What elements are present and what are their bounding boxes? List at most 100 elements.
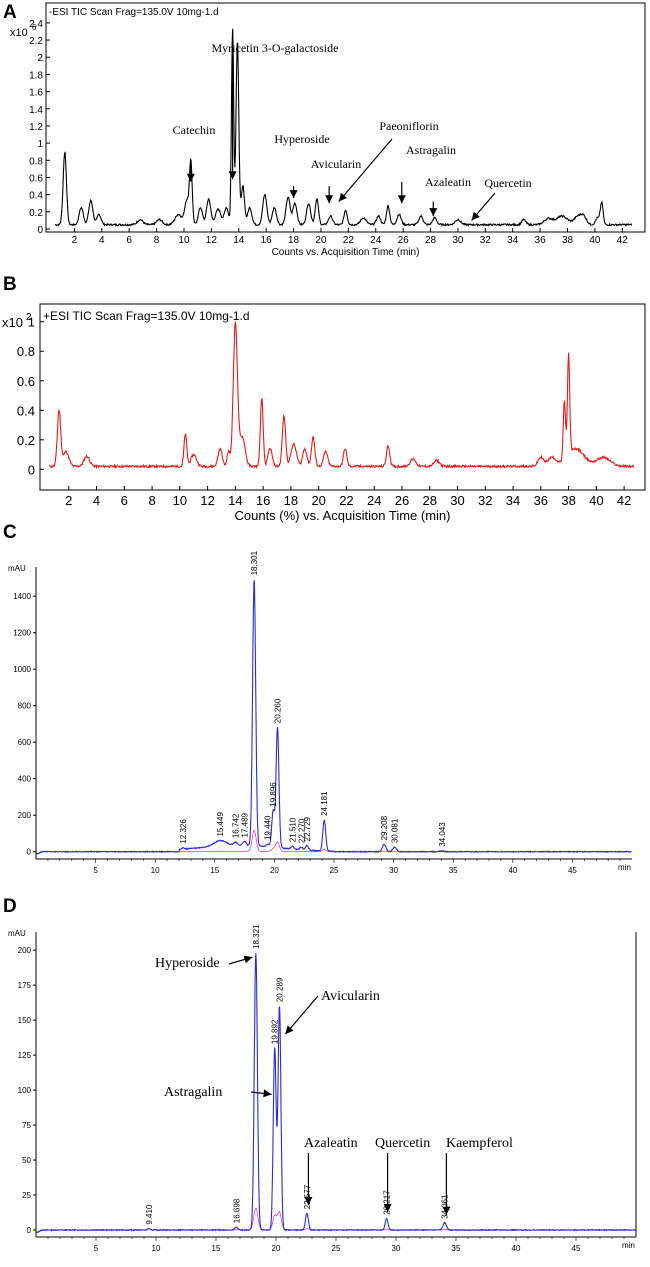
y-tick-label: 50 [22, 1156, 31, 1165]
y-tick-label: 200 [18, 811, 32, 820]
chart-d: mAU min 0 25 50 75 100 125 150 175 200 5 10 15 20 25 30 3… [8, 924, 637, 1253]
x-tick-label: 40 [589, 493, 603, 508]
y-exponent-power: 6 [32, 23, 37, 32]
peak-label: 15.449 [216, 812, 225, 837]
x-tick-label: 20 [270, 866, 279, 875]
x-tick-label: 20 [315, 235, 327, 246]
panel-d: D mAU min 0 25 50 75 100 125 150 175 200 5 10 15 20 25 3… [0, 892, 650, 1267]
annotation-label: Astragalin [164, 1085, 222, 1100]
peak-label: 18.301 [250, 550, 259, 575]
y-tick-label: 1000 [13, 665, 31, 674]
y-exponent-power: 2 [26, 312, 32, 323]
annotation-arrow-head [186, 173, 195, 182]
annotation-arrow-head [285, 1025, 294, 1035]
x-tick-label: 40 [512, 1244, 521, 1253]
plot-header: +ESI TIC Scan Frag=135.0V 10mg-1.d [43, 309, 250, 323]
x-tick-label: 35 [449, 866, 458, 875]
annotation-arrow-head [228, 171, 237, 180]
x-tick-label: 15 [212, 1244, 221, 1253]
annotation-label: Kaempferol [446, 1136, 513, 1151]
x-tick-label: 12 [200, 493, 214, 508]
annotation-arrow-head [325, 195, 334, 204]
y-exponent: x10 [2, 315, 23, 330]
y-tick-label: 0.8 [29, 156, 43, 167]
x-tick-label: 6 [126, 235, 132, 246]
y-tick-label: 600 [18, 738, 32, 747]
plot-header: -ESI TIC Scan Frag=135.0V 10mg-1.d [49, 7, 219, 18]
x-tick-label: 32 [480, 235, 492, 246]
x-tick-label: 2 [72, 235, 78, 246]
y-tick-label: 175 [18, 981, 32, 990]
peak-label: 16.698 [232, 1198, 241, 1223]
y-tick-label: 1.2 [29, 122, 43, 133]
x-tick-label: 14 [233, 235, 245, 246]
y-tick-label: 1 [28, 315, 35, 330]
y-tick-label: 0.4 [17, 403, 35, 418]
annotation-label: Hyperoside [155, 956, 220, 971]
x-tick-label: 4 [99, 235, 105, 246]
x-tick-label: 42 [617, 235, 629, 246]
x-tick-label: 22 [343, 235, 355, 246]
annotation-label: Hyperoside [274, 132, 329, 146]
y-tick-label: 2.2 [29, 36, 43, 47]
x-tick-label: 30 [389, 866, 398, 875]
y-tick-label: 1200 [13, 629, 31, 638]
annotation-arrow-line [284, 995, 319, 1035]
series-trace-tic [48, 321, 635, 470]
x-tick-label: 30 [452, 235, 464, 246]
series-trace-uv [36, 953, 637, 1234]
y-tick-label: 0.2 [29, 208, 43, 219]
x-tick-label: 24 [367, 493, 381, 508]
x-tick-label: 26 [395, 493, 409, 508]
x-tick-label: 18 [284, 493, 298, 508]
y-tick-label: 0 [27, 1226, 32, 1235]
x-tick-label: 38 [561, 493, 575, 508]
annotation-arrow-head [442, 1206, 451, 1215]
x-tick-label: 15 [210, 866, 219, 875]
panel-letter-a: A [3, 2, 17, 23]
peak-label: 22.270 [297, 818, 306, 843]
reference-trace [168, 1207, 456, 1231]
y-unit-label: mAU [8, 564, 26, 573]
plot-frame [39, 303, 646, 491]
y-tick-label: 75 [22, 1121, 31, 1130]
y-tick-label: 0 [37, 225, 43, 236]
peak-label: 24.181 [320, 791, 329, 816]
y-tick-label: 0.8 [17, 344, 35, 359]
peak-label: 22.729 [303, 816, 312, 841]
y-unit-label: mAU [8, 929, 26, 938]
x-tick-label: 5 [93, 866, 98, 875]
peak-label: 29.208 [380, 815, 389, 840]
y-tick-label: 0.4 [29, 191, 43, 202]
peak-label: 16.742 [232, 813, 241, 838]
x-tick-label: 10 [152, 1244, 161, 1253]
peak-label: 12.326 [179, 819, 188, 844]
panel-c: C mAU min 0 200 400 600 800 1000 1200 1400 5 10 15 20… [0, 522, 650, 892]
peak-label: 20.289 [275, 977, 284, 1002]
x-tick-label: 10 [151, 866, 160, 875]
chart-a: x10 6 -ESI TIC Scan Frag=135.0V 10mg-1.d 0 0… [10, 2, 646, 258]
annotation-arrow-line [338, 138, 393, 202]
annotation-arrow-head [397, 195, 406, 204]
y-tick-label: 800 [18, 702, 32, 711]
x-tick-label: 4 [93, 493, 100, 508]
annotation-label: Astragalin [406, 143, 456, 157]
x-tick-label: 2 [65, 493, 72, 508]
annotation-label: Myricetin 3-O-galactoside [212, 41, 339, 55]
x-tick-label: 10 [173, 493, 187, 508]
x-tick-label: 10 [178, 235, 190, 246]
peak-label: 21.510 [288, 817, 297, 842]
peak-label: 34.043 [438, 822, 447, 847]
x-tick-label: 30 [392, 1244, 401, 1253]
x-tick-label: 18 [288, 235, 300, 246]
x-tick-label: 28 [423, 493, 437, 508]
peak-label: 18.321 [252, 924, 261, 949]
y-tick-label: 1.4 [29, 105, 43, 116]
panel-b: B x10 2 +ESI TIC Scan Frag=135.0V 10mg-1.d… [0, 270, 650, 530]
chart-b: x10 2 +ESI TIC Scan Frag=135.0V 10mg-1.d00… [2, 303, 646, 523]
peak-label: 30.081 [391, 818, 400, 843]
x-tick-label: 20 [311, 493, 325, 508]
x-tick-label: 45 [568, 866, 577, 875]
x-tick-label: 16 [256, 493, 270, 508]
y-tick-label: 125 [18, 1051, 32, 1060]
